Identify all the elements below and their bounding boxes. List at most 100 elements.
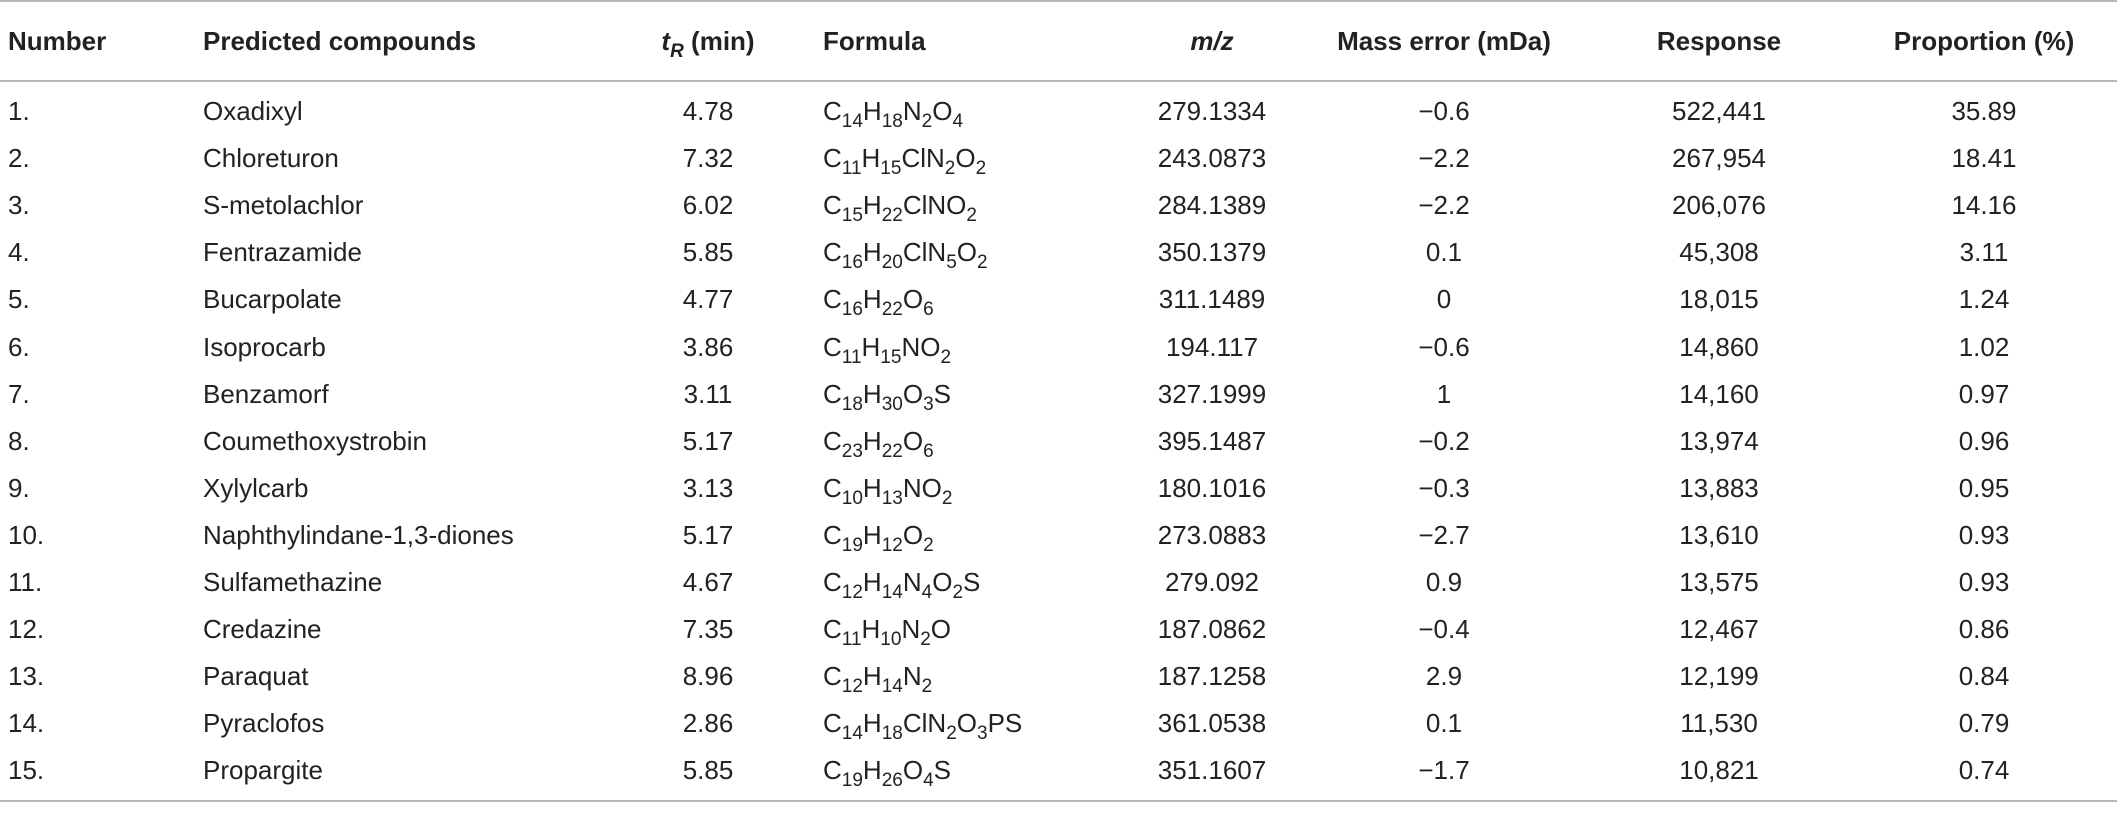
formula-element: O xyxy=(902,425,924,456)
formula-subscript: 15 xyxy=(880,346,902,368)
cell-number: 3. xyxy=(8,190,30,221)
formula-element: C xyxy=(823,237,842,268)
cell-compound: S-metolachlor xyxy=(203,190,364,221)
formula-element: O xyxy=(956,237,977,268)
cell-mz: 284.1389 xyxy=(1157,190,1267,221)
cell-compound: Propargite xyxy=(203,747,593,803)
cell-retention-time: 8.96 xyxy=(682,661,734,692)
formula-element: O xyxy=(902,378,924,409)
formula-element: C xyxy=(823,755,842,786)
formula-element: N xyxy=(902,566,922,597)
cell-retention-time: 5.85 xyxy=(593,747,823,803)
formula-element: N xyxy=(902,661,922,692)
cell-mass-error: 0.1 xyxy=(1425,708,1463,739)
formula-subscript: 10 xyxy=(880,629,902,651)
formula-element: H xyxy=(862,519,882,550)
formula-subscript: 4 xyxy=(923,770,934,792)
cell-proportion: 0.93 xyxy=(1958,519,2010,550)
cell-response: 11,530 xyxy=(1680,708,1758,739)
formula-element: H xyxy=(861,614,881,645)
cell-number: 1. xyxy=(8,96,30,127)
formula-subscript: 2 xyxy=(920,629,931,651)
cell-number: 10. xyxy=(8,519,45,550)
formula-subscript: 2 xyxy=(941,487,953,509)
table-row: 12. Credazine 7.35 C11H10N2O 187.0862 −0.4 12,… xyxy=(0,606,2117,653)
formula-element: H xyxy=(861,143,881,174)
formula-element: ClNO xyxy=(902,190,967,221)
cell-mz: 180.1016 xyxy=(1157,472,1267,503)
table-row: 6. Isoprocarb 3.86 C11H15NO2 194.117 −0.6 14,8… xyxy=(0,323,2117,370)
table-row: 14. Pyraclofos 2.86 C14H18ClN2O3PS 361.0538 0… xyxy=(0,700,2117,747)
table-row: 9. Xylylcarb 3.13 C10H13NO2 180.1016 −0.3 13,8… xyxy=(0,465,2117,512)
cell-formula: C11H10N2O xyxy=(823,606,1123,653)
table-row: 10. Naphthylindane-1,3-diones 5.17 C19H12O2… xyxy=(0,512,2117,559)
cell-mass-error: −2.7 xyxy=(1418,519,1470,550)
formula-subscript: 10 xyxy=(841,487,863,509)
header-tr-subscript: R xyxy=(670,40,684,62)
cell-number: 8. xyxy=(8,425,30,456)
cell-number: 14. xyxy=(8,708,45,739)
cell-compound: Coumethoxystrobin xyxy=(203,425,427,456)
formula-subscript: 5 xyxy=(946,252,957,274)
cell-mz: 350.1379 xyxy=(1157,237,1267,268)
cell-formula: C14H18N2O4 xyxy=(823,81,1123,135)
table-row: 11. Sulfamethazine 4.67 C12H14N4O2S 279.092 0… xyxy=(0,559,2117,606)
formula-subscript: 2 xyxy=(977,252,988,274)
formula-element: ClN xyxy=(901,143,945,174)
formula-subscript: 18 xyxy=(881,111,903,133)
formula-subscript: 14 xyxy=(841,111,863,133)
header-row: Number Predicted compounds tR (min) Form… xyxy=(0,0,2117,82)
formula-element: H xyxy=(862,755,882,786)
cell-response: 12,199 xyxy=(1679,661,1759,692)
cell-formula: C15H22ClNO2 xyxy=(823,182,1123,229)
cell-formula: C11H15NO2 xyxy=(823,323,1123,370)
formula-element: O xyxy=(932,566,953,597)
cell-compound: Isoprocarb xyxy=(203,331,326,362)
formula-subscript: 15 xyxy=(841,205,863,227)
cell-compound: Chloreturon xyxy=(203,143,339,174)
cell-response: 13,575 xyxy=(1679,566,1759,597)
cell-mz: 243.0873 xyxy=(1157,143,1267,174)
formula-subscript: 2 xyxy=(946,723,957,745)
cell-proportion: 0.96 xyxy=(1958,425,2010,456)
cell-response: 10,821 xyxy=(1587,747,1851,803)
formula-element: S xyxy=(963,566,981,597)
formula-element: H xyxy=(862,425,882,456)
formula-element: C xyxy=(823,143,842,174)
formula-element: NO xyxy=(901,331,941,362)
formula-subscript: 14 xyxy=(841,723,863,745)
formula-subscript: 15 xyxy=(880,158,902,180)
cell-retention-time: 4.67 xyxy=(682,566,734,597)
cell-response: 45,308 xyxy=(1679,237,1759,268)
formula-subscript: 4 xyxy=(952,111,964,133)
formula-subscript: 18 xyxy=(881,723,903,745)
formula-element: C xyxy=(823,96,842,127)
cell-mz: 327.1999 xyxy=(1157,378,1267,409)
formula-element: C xyxy=(823,425,842,456)
cell-proportion: 0.84 xyxy=(1958,661,2010,692)
table-row: 13. Paraquat 8.96 C12H14N2 187.1258 2.9 12,199… xyxy=(0,653,2117,700)
cell-retention-time: 5.17 xyxy=(682,425,734,456)
formula-subscript: 22 xyxy=(881,299,903,321)
cell-response: 13,610 xyxy=(1679,519,1759,550)
cell-response: 13,974 xyxy=(1679,425,1759,456)
cell-number: 7. xyxy=(8,378,30,409)
cell-retention-time: 3.13 xyxy=(682,472,734,503)
cell-number: 13. xyxy=(8,661,45,692)
formula-element: H xyxy=(862,566,882,597)
formula-subscript: 26 xyxy=(881,770,903,792)
table-row: 8. Coumethoxystrobin 5.17 C23H22O6 395.1487 −… xyxy=(0,418,2117,465)
formula-element: H xyxy=(862,284,882,315)
cell-proportion: 1.02 xyxy=(1958,331,2010,362)
formula-subscript: 3 xyxy=(923,393,934,415)
cell-number: 11. xyxy=(8,566,43,597)
formula-subscript: 14 xyxy=(881,676,903,698)
formula-element: C xyxy=(823,566,842,597)
cell-retention-time: 7.35 xyxy=(682,614,734,645)
formula-element: C xyxy=(823,614,842,645)
formula-element: H xyxy=(861,331,881,362)
formula-element: C xyxy=(823,331,842,362)
formula-element: C xyxy=(823,472,842,503)
cell-compound: Credazine xyxy=(203,614,322,645)
